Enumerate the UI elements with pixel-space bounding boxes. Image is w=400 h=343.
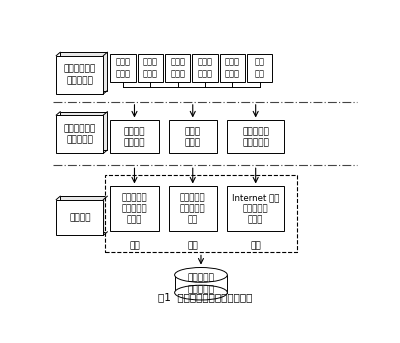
Text: 缺乏先进信
息技术支持: 缺乏先进信 息技术支持 [242, 127, 269, 147]
Ellipse shape [175, 285, 227, 300]
Bar [105, 175, 297, 252]
Text: 有效信
息组缺: 有效信 息组缺 [116, 58, 131, 78]
Text: Internet 以及
其他一些通
讯技术: Internet 以及 其他一些通 讯技术 [232, 193, 279, 224]
Bar [169, 187, 217, 231]
Bar [56, 115, 103, 153]
Bar [169, 120, 217, 153]
Bar [220, 54, 245, 82]
Text: 手段: 手段 [250, 241, 261, 250]
Text: 信息传
递延误: 信息传 递延误 [198, 58, 212, 78]
Bar [247, 54, 272, 82]
Text: 工程项目信息
存在的问题: 工程项目信息 存在的问题 [64, 65, 96, 85]
Bar [192, 54, 218, 82]
Bar [60, 52, 107, 91]
Text: 沟通成
本过高: 沟通成 本过高 [225, 58, 240, 78]
Text: 项目过
程分裂: 项目过 程分裂 [185, 127, 201, 147]
Ellipse shape [175, 268, 227, 282]
Bar [110, 120, 158, 153]
Bar [165, 54, 190, 82]
Text: 信息标准化
分类和编码
体系: 信息标准化 分类和编码 体系 [180, 193, 206, 224]
Text: 解决方案: 解决方案 [69, 213, 90, 222]
Text: 产生信息管理
问题的原因: 产生信息管理 问题的原因 [64, 124, 96, 144]
Bar [227, 187, 284, 231]
Bar [138, 54, 163, 82]
Text: 集成化的管
理信息平台: 集成化的管 理信息平台 [188, 273, 214, 294]
Text: 虚拟组织环
境的横向沟
通方式: 虚拟组织环 境的横向沟 通方式 [122, 193, 147, 224]
Bar [56, 56, 103, 94]
Text: 其他
问题: 其他 问题 [254, 58, 264, 78]
Bar [60, 112, 107, 150]
Bar [60, 196, 107, 232]
Text: 信息内
容过截: 信息内 容过截 [170, 58, 185, 78]
Bar [56, 200, 103, 235]
Text: 信心内
容扭曲: 信心内 容扭曲 [143, 58, 158, 78]
Text: 项目纵向
沟通方式: 项目纵向 沟通方式 [124, 127, 145, 147]
Bar [110, 54, 136, 82]
Bar [175, 275, 227, 293]
Text: 图1  工程项目信息管理研究现状: 图1 工程项目信息管理研究现状 [158, 292, 252, 302]
Text: 方法: 方法 [187, 241, 198, 250]
Bar [110, 187, 158, 231]
Bar [227, 120, 284, 153]
Text: 组织: 组织 [129, 241, 140, 250]
